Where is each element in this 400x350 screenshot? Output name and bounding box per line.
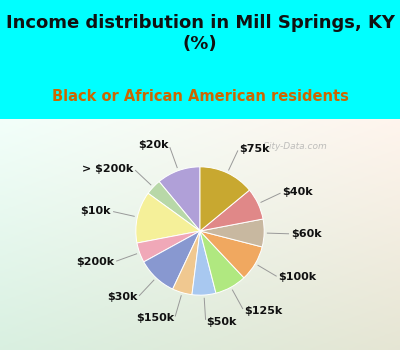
- Text: $30k: $30k: [107, 292, 138, 302]
- Wedge shape: [173, 231, 200, 295]
- Text: $10k: $10k: [80, 206, 111, 216]
- Wedge shape: [200, 190, 263, 231]
- Wedge shape: [159, 167, 200, 231]
- Wedge shape: [200, 231, 262, 278]
- Text: $100k: $100k: [278, 272, 316, 282]
- Wedge shape: [136, 193, 200, 243]
- Text: Income distribution in Mill Springs, KY
(%): Income distribution in Mill Springs, KY …: [6, 14, 394, 53]
- Text: $200k: $200k: [76, 257, 114, 267]
- Text: Black or African American residents: Black or African American residents: [52, 89, 348, 104]
- Wedge shape: [200, 219, 264, 247]
- Text: City-Data.com: City-Data.com: [257, 142, 327, 151]
- Text: $150k: $150k: [136, 314, 174, 323]
- Text: $125k: $125k: [244, 306, 282, 316]
- Text: $40k: $40k: [282, 187, 313, 197]
- Wedge shape: [200, 167, 250, 231]
- Wedge shape: [137, 231, 200, 262]
- Text: $20k: $20k: [139, 140, 169, 150]
- Text: $60k: $60k: [291, 229, 322, 239]
- Wedge shape: [144, 231, 200, 289]
- Wedge shape: [200, 231, 244, 293]
- Wedge shape: [192, 231, 216, 295]
- Wedge shape: [148, 182, 200, 231]
- Text: $75k: $75k: [239, 144, 269, 154]
- Text: > $200k: > $200k: [82, 164, 134, 174]
- Text: $50k: $50k: [206, 317, 236, 327]
